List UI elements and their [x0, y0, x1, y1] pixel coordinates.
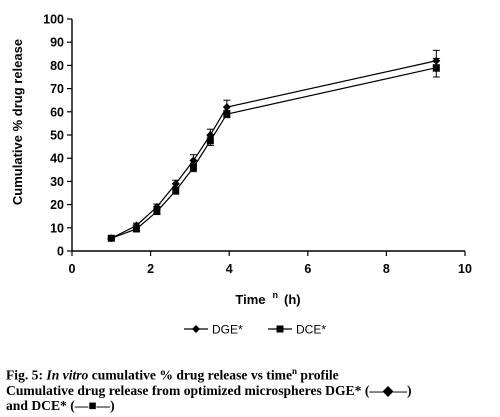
y-tick-label: 80: [50, 59, 64, 73]
legend-marker: [276, 325, 284, 333]
legend-item: DCE*: [268, 323, 326, 337]
y-tick-label: 60: [50, 105, 64, 119]
y-axis-label: Cumulative % drug release: [10, 39, 25, 205]
y-tick-label: 10: [50, 221, 64, 235]
legend-label: DCE*: [296, 323, 326, 337]
y-tick-label: 50: [50, 129, 64, 143]
data-point: [132, 225, 140, 233]
series-dce: [107, 57, 440, 242]
y-tick-label: 40: [50, 152, 64, 166]
x-tick-label: 2: [147, 262, 154, 276]
data-point: [206, 137, 214, 145]
release-chart: 0 10 20 30 40 50 60 70 80 90 100 0 2 4 6 8 10 Cumulativ…: [10, 13, 472, 337]
x-tick-label: 10: [458, 262, 472, 276]
data-point: [172, 187, 180, 195]
caption-fig-label: Fig. 5:: [6, 367, 43, 383]
series-layer: [107, 49, 441, 243]
data-point: [189, 163, 197, 171]
x-tick-label: 8: [383, 262, 390, 276]
y-tick-label: 30: [50, 175, 64, 189]
caption-line-3: and DCE* (—■—): [6, 398, 115, 414]
data-point: [107, 234, 115, 242]
caption-title-text: cumulative % drug release vs time: [91, 367, 292, 383]
caption-title-italic: In vitro: [46, 367, 89, 383]
y-tick-label: 70: [50, 82, 64, 96]
data-point: [189, 156, 198, 165]
caption-title-end: profile: [300, 367, 339, 383]
legend-label: DGE*: [212, 323, 243, 337]
data-point: [171, 179, 180, 188]
x-axis-label: Time n (h): [235, 290, 300, 307]
caption-title-sup: n: [291, 366, 297, 376]
y-axis: 0 10 20 30 40 50 60 70 80 90 100: [43, 13, 73, 259]
y-tick-label: 20: [50, 198, 64, 212]
x-tick-label: 0: [69, 262, 76, 276]
caption-title-line: Fig. 5: In vitro cumulative % drug relea…: [6, 364, 496, 383]
data-point: [222, 103, 231, 112]
caption-line-2: Cumulative drug release from optimized m…: [6, 382, 412, 398]
x-axis: 0 2 4 6 8 10: [69, 250, 472, 276]
x-axis-label-sup: n: [273, 290, 279, 300]
y-tick-label: 100: [43, 13, 64, 27]
x-tick-label: 4: [226, 262, 233, 276]
data-point: [153, 208, 161, 216]
x-axis-label-unit: (h): [284, 292, 301, 307]
y-tick-label: 0: [57, 245, 64, 259]
figure-caption: Fig. 5: In vitro cumulative % drug relea…: [6, 364, 496, 414]
legend-item: DGE*: [184, 323, 243, 337]
legend: DGE* DCE*: [184, 323, 326, 337]
data-point: [223, 110, 231, 118]
data-point: [432, 64, 440, 72]
y-tick-label: 90: [50, 36, 64, 50]
x-axis-label-text: Time: [235, 292, 265, 307]
legend-marker: [192, 325, 200, 333]
x-tick-label: 6: [304, 262, 311, 276]
